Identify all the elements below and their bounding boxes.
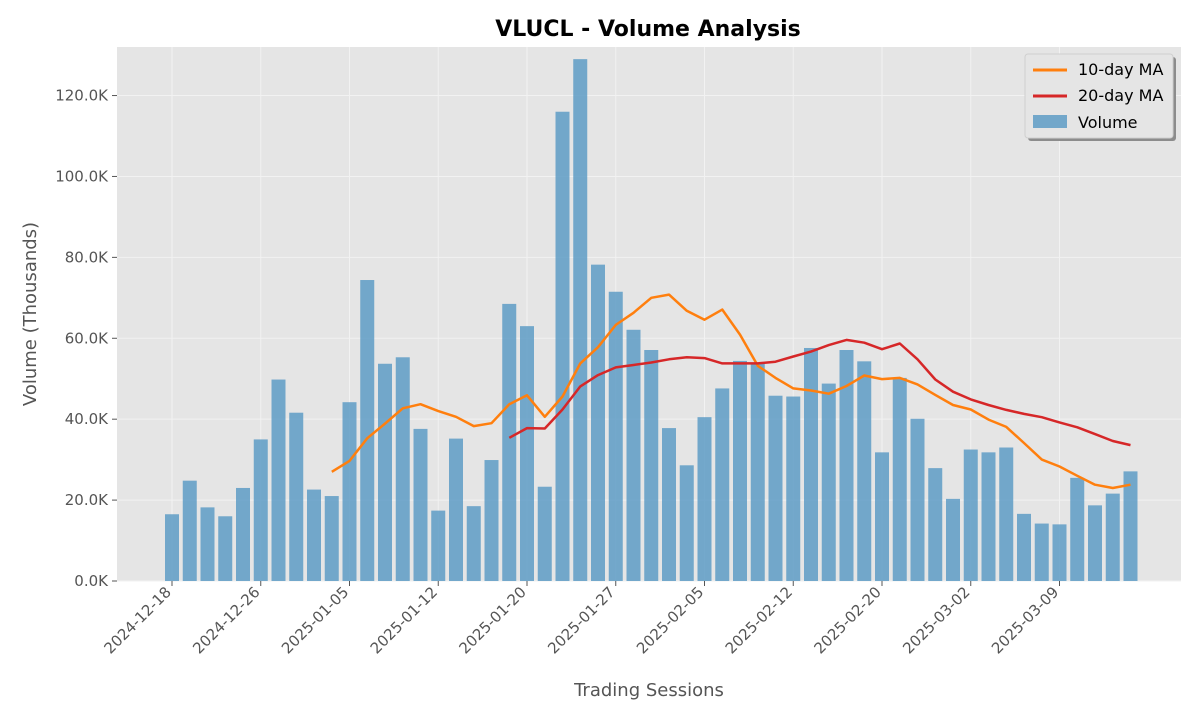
volume-bar	[750, 362, 765, 581]
volume-bar	[573, 59, 588, 582]
x-tick-label: 2025-01-20	[455, 583, 529, 657]
volume-bar	[182, 480, 197, 581]
volume-bar	[431, 510, 446, 581]
volume-bar	[1070, 477, 1085, 581]
x-tick-label: 2025-01-12	[367, 583, 441, 657]
volume-bar	[733, 360, 747, 581]
volume-bar	[892, 377, 907, 581]
x-axis-ticks: 2024-12-18 2024-12-26 2025-01-05 2025-01-12…	[100, 581, 1062, 657]
volume-bar	[289, 412, 304, 581]
legend-label-ma10: 10-day MA	[1078, 60, 1163, 79]
volume-bar	[395, 357, 410, 581]
volume-bar	[218, 516, 233, 581]
volume-bar	[253, 439, 268, 581]
volume-bar	[662, 428, 676, 581]
x-tick-label: 2025-02-12	[722, 583, 796, 657]
volume-bar	[378, 363, 392, 581]
chart-title: VLUCL - Volume Analysis	[495, 17, 801, 42]
y-tick-label: 80.0K	[65, 248, 109, 266]
legend-label-volume: Volume	[1078, 113, 1138, 132]
y-tick-label: 60.0K	[65, 329, 109, 347]
volume-bar	[963, 449, 978, 581]
volume-bar	[857, 361, 872, 581]
x-tick-label: 2025-02-05	[633, 583, 707, 657]
volume-bar	[484, 460, 499, 581]
volume-bar	[1034, 523, 1049, 581]
volume-bar	[946, 498, 960, 581]
volume-bar	[999, 447, 1014, 581]
legend: 10-day MA 20-day MA Volume	[1024, 53, 1176, 141]
y-tick-label: 100.0K	[55, 167, 109, 185]
volume-bar	[981, 452, 996, 581]
volume-bar	[555, 111, 570, 582]
volume-bar	[200, 507, 215, 581]
x-tick-label: 2024-12-18	[100, 583, 174, 657]
y-axis-ticks: 0.0K 20.0K 40.0K 60.0K 80.0K 100.0K 120.0K	[55, 87, 117, 590]
y-tick-label: 0.0K	[74, 572, 109, 590]
volume-bar	[910, 418, 925, 581]
volume-bar	[537, 486, 552, 581]
volume-bar	[875, 452, 889, 581]
volume-bar	[1017, 513, 1031, 581]
ma20-line	[508, 338, 1131, 447]
x-tick-label: 2025-01-27	[544, 583, 618, 657]
volume-bar	[413, 428, 428, 581]
volume-bar	[644, 350, 659, 581]
volume-bar	[1105, 493, 1120, 581]
moving-average-lines	[331, 293, 1131, 490]
volume-bar	[271, 379, 286, 581]
x-axis-label: Trading Sessions	[573, 680, 724, 701]
volume-bar	[715, 388, 730, 581]
volume-bar	[1123, 471, 1138, 581]
volume-bar	[502, 303, 517, 581]
volume-bar	[839, 350, 854, 581]
x-tick-label: 2024-12-26	[189, 583, 263, 657]
legend-swatch-volume	[1033, 115, 1067, 128]
x-tick-label: 2025-02-20	[810, 583, 884, 657]
volume-bar	[342, 402, 357, 581]
volume-bar	[626, 329, 641, 581]
volume-bar	[307, 489, 321, 581]
volume-bar	[466, 506, 481, 581]
volume-bar	[608, 291, 623, 581]
x-tick-label: 2025-03-02	[899, 583, 973, 657]
volume-bar	[928, 468, 943, 581]
volume-bar	[1052, 524, 1067, 581]
y-tick-label: 20.0K	[65, 491, 109, 509]
y-tick-label: 40.0K	[65, 410, 109, 428]
volume-bar	[165, 514, 179, 581]
volume-bar	[324, 496, 339, 581]
volume-bar	[804, 347, 818, 581]
volume-bar	[520, 326, 534, 581]
volume-bar	[821, 383, 836, 581]
volume-bar	[786, 396, 801, 581]
x-tick-label: 2025-03-09	[988, 583, 1062, 657]
volume-bar	[768, 395, 783, 581]
volume-bar	[679, 465, 694, 581]
ma10-line	[331, 293, 1131, 490]
x-tick-label: 2025-01-05	[278, 583, 352, 657]
volume-bars	[165, 59, 1138, 582]
legend-label-ma20: 20-day MA	[1078, 86, 1163, 105]
volume-bar	[236, 487, 250, 581]
volume-bar	[449, 438, 463, 581]
volume-bar	[360, 280, 375, 581]
volume-bar	[1088, 505, 1102, 581]
volume-bar	[697, 417, 712, 581]
volume-bar	[591, 264, 605, 581]
y-axis-label: Volume (Thousands)	[20, 222, 41, 406]
y-tick-label: 120.0K	[55, 87, 109, 105]
